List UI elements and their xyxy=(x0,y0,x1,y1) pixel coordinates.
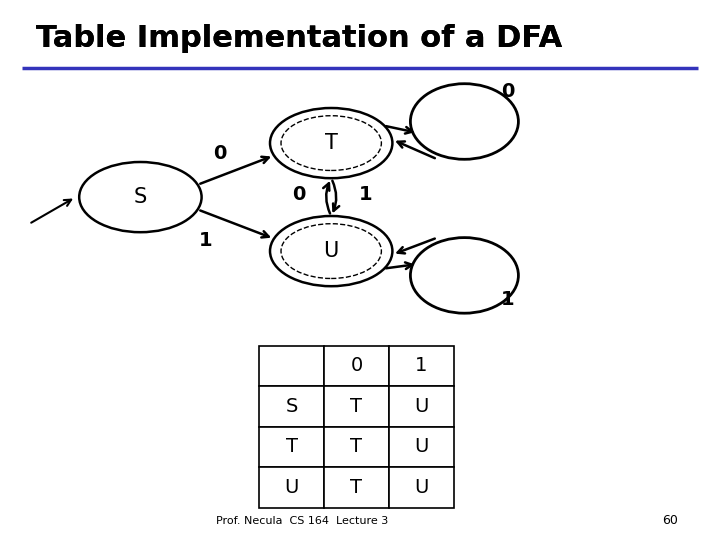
Text: U: U xyxy=(414,437,428,456)
Text: 0: 0 xyxy=(292,185,305,204)
Text: Prof. Necula  CS 164  Lecture 3: Prof. Necula CS 164 Lecture 3 xyxy=(216,516,389,526)
Text: 0: 0 xyxy=(501,82,514,102)
Text: T: T xyxy=(351,437,362,456)
Text: S: S xyxy=(285,397,298,416)
Text: Table Implementation of a DFA: Table Implementation of a DFA xyxy=(36,24,562,53)
Bar xyxy=(324,386,389,427)
Bar xyxy=(324,467,389,508)
Text: S: S xyxy=(134,187,147,207)
Bar xyxy=(389,467,454,508)
Ellipse shape xyxy=(79,162,202,232)
Text: 60: 60 xyxy=(662,514,678,526)
Bar xyxy=(389,427,454,467)
Text: Table Implementation of a DFA: Table Implementation of a DFA xyxy=(36,24,562,53)
Text: T: T xyxy=(351,397,362,416)
Bar xyxy=(259,467,324,508)
Ellipse shape xyxy=(270,216,392,286)
Bar xyxy=(259,427,324,467)
Bar xyxy=(324,427,389,467)
Text: U: U xyxy=(414,478,428,497)
Bar xyxy=(324,346,389,386)
Bar xyxy=(259,386,324,427)
Text: 0: 0 xyxy=(213,144,226,164)
Text: 0: 0 xyxy=(350,356,363,375)
Bar xyxy=(389,386,454,427)
Text: U: U xyxy=(414,397,428,416)
Text: U: U xyxy=(284,478,299,497)
Text: U: U xyxy=(323,241,339,261)
Text: T: T xyxy=(351,478,362,497)
Text: 1: 1 xyxy=(199,231,212,250)
Text: 1: 1 xyxy=(359,185,372,204)
Ellipse shape xyxy=(270,108,392,178)
Bar xyxy=(259,346,324,386)
Ellipse shape xyxy=(410,238,518,313)
Ellipse shape xyxy=(410,84,518,159)
Text: 1: 1 xyxy=(415,356,428,375)
Bar xyxy=(389,346,454,386)
Text: T: T xyxy=(286,437,297,456)
Text: 1: 1 xyxy=(501,290,514,309)
Text: T: T xyxy=(325,133,338,153)
